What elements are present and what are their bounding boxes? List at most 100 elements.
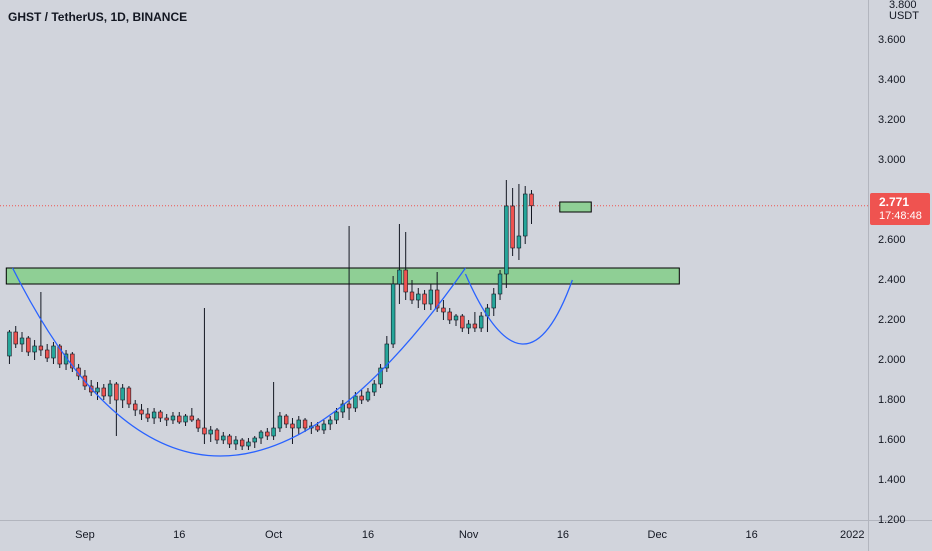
price-axis[interactable] (868, 0, 932, 520)
candle-body (409, 291, 415, 301)
candle-body (359, 395, 364, 401)
candle-body (151, 411, 157, 419)
candle-body (221, 435, 226, 441)
breakout-zone (559, 201, 592, 213)
candle-body (120, 387, 125, 401)
candle-body (183, 415, 188, 423)
candle-body (239, 439, 245, 447)
price-tick-label: 1.200 (878, 514, 906, 526)
candle-body (164, 417, 169, 421)
candle-body (177, 415, 182, 423)
time-tick-label: 16 (361, 529, 375, 541)
candle-body (227, 435, 232, 445)
candle-body (434, 289, 440, 309)
candle-body (453, 315, 459, 321)
price-tick-label: 2.600 (878, 234, 906, 246)
candle-body (258, 431, 264, 439)
candle-body (7, 331, 12, 357)
price-tick-label: 3.200 (878, 114, 906, 126)
candle-body (107, 383, 113, 397)
candle-body (70, 353, 75, 369)
candle-body (139, 409, 144, 415)
price-tick-label: 2.400 (878, 274, 906, 286)
candle-body (328, 419, 333, 425)
candle-body (51, 345, 56, 359)
candle-body (428, 289, 434, 305)
time-tick-label: Oct (265, 529, 283, 541)
candle-body (334, 411, 339, 421)
candle-body (233, 439, 239, 445)
resistance-zone (5, 267, 680, 285)
candle-body (472, 323, 478, 329)
candle-body (302, 419, 308, 429)
candle-body (214, 429, 220, 441)
candle-body (133, 403, 138, 411)
chart-title: GHST / TetherUS, 1D, BINANCE (8, 10, 188, 24)
candle-body (365, 391, 371, 401)
candle-body (340, 403, 345, 413)
candle-body (290, 423, 295, 429)
candle-body (38, 345, 44, 351)
candle-body (422, 293, 427, 305)
candle-body (101, 387, 106, 397)
candle-body (504, 205, 509, 275)
candle-body (390, 283, 396, 345)
candle-body (13, 331, 18, 345)
candle-body (403, 269, 408, 293)
price-tick-label: 3.600 (878, 34, 906, 46)
candle-body (271, 427, 276, 437)
axis-corner (868, 520, 932, 551)
candle-body (321, 423, 327, 431)
last-price-label: 2.771 17:48:48 (870, 193, 930, 225)
candle-body (416, 293, 421, 301)
candle-body (447, 311, 452, 321)
candle-body (284, 415, 289, 425)
candle-body (26, 337, 31, 353)
price-tick-label: 2.200 (878, 314, 906, 326)
candle-body (145, 413, 150, 419)
candle-body (384, 343, 390, 369)
candle-body (516, 235, 522, 249)
candle-body (523, 193, 528, 237)
candle-body (529, 193, 534, 207)
price-axis-top-tick: 3.800 (889, 0, 917, 11)
candle-body (497, 273, 503, 295)
bar-countdown: 17:48:48 (879, 210, 922, 222)
time-tick-label: Sep (75, 529, 95, 541)
candle-body (460, 315, 465, 329)
candle-body (126, 387, 132, 405)
candle-body (202, 427, 207, 435)
candle-body (189, 415, 195, 421)
candle-body (57, 345, 62, 365)
candle-body (277, 415, 283, 429)
candle-body (265, 431, 270, 437)
time-tick-label: 16 (745, 529, 758, 541)
candle-body (252, 437, 257, 443)
cup-curve (11, 267, 466, 457)
time-tick-label: Nov (458, 529, 479, 541)
time-tick-label: 2022 (840, 529, 865, 541)
candle-body (246, 441, 251, 447)
candle-body (491, 293, 496, 309)
price-tick-label: 2.000 (878, 354, 906, 366)
time-axis[interactable] (0, 520, 868, 551)
candle-body (44, 349, 50, 359)
price-tick-label: 1.800 (878, 394, 906, 406)
candle-body (170, 415, 176, 421)
time-tick-label: 16 (173, 529, 186, 541)
candle-body (208, 429, 213, 435)
price-axis-unit: USDT (889, 10, 919, 22)
price-tick-label: 1.400 (878, 474, 906, 486)
candle-body (114, 383, 119, 401)
time-tick-label: 16 (556, 529, 570, 541)
candle-body (195, 419, 201, 429)
price-tick-label: 3.400 (878, 74, 906, 86)
price-tick-label: 3.000 (878, 154, 906, 166)
candle-body (378, 367, 383, 385)
candle-body (346, 403, 352, 409)
candle-body (441, 307, 446, 313)
candle-body (95, 387, 100, 393)
candle-body (478, 315, 484, 329)
